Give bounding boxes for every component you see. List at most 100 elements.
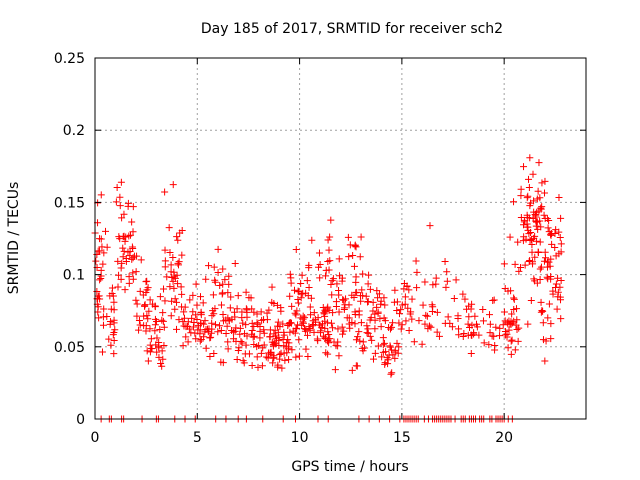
data-point	[214, 268, 222, 276]
data-point	[117, 178, 125, 186]
data-point	[324, 236, 332, 244]
data-point	[350, 262, 358, 270]
data-point	[529, 170, 537, 178]
data-point	[366, 285, 374, 293]
data-point	[461, 295, 469, 303]
data-point	[207, 333, 215, 341]
data-point	[304, 292, 312, 300]
data-point	[237, 338, 245, 346]
data-point	[135, 326, 143, 334]
data-point	[254, 363, 262, 371]
data-point	[521, 216, 529, 224]
data-point	[286, 319, 294, 327]
data-point	[125, 232, 133, 240]
data-point	[345, 253, 353, 261]
data-point	[368, 336, 376, 344]
data-point	[544, 314, 552, 322]
data-point	[241, 350, 249, 358]
data-point	[190, 319, 198, 327]
data-point	[328, 291, 336, 299]
data-point	[377, 323, 385, 331]
data-point	[248, 326, 256, 334]
data-point	[401, 300, 409, 308]
data-point	[555, 228, 563, 236]
data-point	[166, 283, 174, 291]
data-point	[353, 288, 361, 296]
data-point	[121, 286, 129, 294]
data-point	[527, 235, 535, 243]
data-point	[443, 268, 451, 276]
data-point	[122, 257, 130, 265]
data-point	[278, 364, 286, 372]
data-point	[110, 319, 118, 327]
data-point	[271, 340, 279, 348]
data-point	[526, 257, 534, 265]
data-point	[388, 323, 396, 331]
data-point	[387, 346, 395, 354]
data-point	[490, 332, 498, 340]
data-point	[187, 329, 195, 337]
data-point	[444, 313, 452, 321]
data-point	[426, 222, 434, 230]
data-point	[250, 332, 258, 340]
data-point	[106, 292, 114, 300]
data-point	[308, 236, 316, 244]
data-point	[175, 316, 183, 324]
data-point	[405, 327, 413, 335]
grid	[95, 58, 586, 419]
data-point	[221, 276, 229, 284]
chart-title: Day 185 of 2017, SRMTID for receiver sch…	[201, 21, 503, 37]
data-point	[384, 356, 392, 364]
data-point	[284, 345, 292, 353]
data-point	[340, 327, 348, 335]
data-point	[263, 309, 271, 317]
data-point	[379, 341, 387, 349]
data-point	[156, 326, 164, 334]
data-point	[334, 338, 342, 346]
data-point	[324, 328, 332, 336]
data-point	[174, 259, 182, 267]
data-point	[557, 276, 565, 284]
data-point	[339, 296, 347, 304]
data-point	[547, 255, 555, 263]
data-point	[97, 191, 105, 199]
data-point	[537, 308, 545, 316]
y-tick-label: 0	[76, 412, 85, 428]
data-point	[427, 323, 435, 331]
data-point	[133, 252, 141, 260]
data-point	[525, 175, 533, 183]
data-point	[351, 241, 359, 249]
data-point	[189, 308, 197, 316]
data-point	[470, 329, 478, 337]
data-point	[321, 306, 329, 314]
data-point	[421, 320, 429, 328]
data-point	[316, 274, 324, 282]
data-point	[270, 339, 278, 347]
data-point	[201, 317, 209, 325]
data-point	[114, 257, 122, 265]
data-point	[489, 296, 497, 304]
data-point	[486, 329, 494, 337]
data-point	[542, 254, 550, 262]
data-point	[96, 276, 104, 284]
data-point	[166, 248, 174, 256]
data-point	[486, 320, 494, 328]
data-point	[454, 312, 462, 320]
data-point	[133, 312, 141, 320]
data-point	[348, 291, 356, 299]
data-point	[428, 308, 436, 316]
data-point	[177, 283, 185, 291]
data-point	[96, 295, 104, 303]
data-point	[536, 238, 544, 246]
data-point	[228, 327, 236, 335]
data-point	[98, 243, 106, 251]
data-point	[335, 352, 343, 360]
data-point	[225, 317, 233, 325]
data-point	[205, 262, 213, 270]
data-point	[238, 339, 246, 347]
data-point	[359, 292, 367, 300]
data-point	[143, 312, 151, 320]
data-point	[496, 332, 504, 340]
data-point	[169, 181, 177, 189]
data-point	[308, 322, 316, 330]
